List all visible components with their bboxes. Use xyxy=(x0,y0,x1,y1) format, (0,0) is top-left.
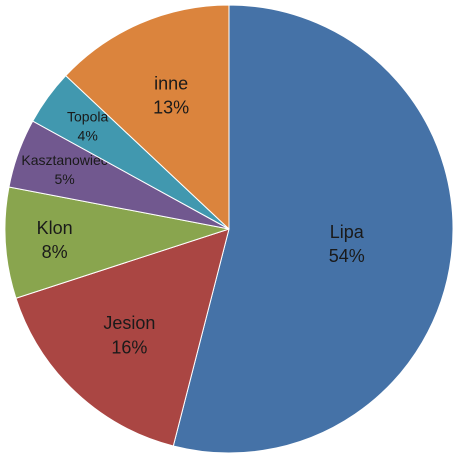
slice-label: Topola xyxy=(67,109,108,125)
slice-label: Kasztanowiec xyxy=(21,152,107,168)
slice-value-label: 13% xyxy=(153,98,189,118)
slice-label: inne xyxy=(154,73,188,93)
slice-value-label: 5% xyxy=(54,171,74,187)
pie-slice xyxy=(4,186,230,299)
pie-slice xyxy=(15,228,230,447)
slice-value-label: 16% xyxy=(111,337,147,357)
slice-label: Lipa xyxy=(330,222,365,242)
pie-slice xyxy=(172,4,454,454)
slice-value-label: 4% xyxy=(78,128,98,144)
slice-label: Klon xyxy=(37,218,73,238)
slice-value-label: 54% xyxy=(329,246,365,266)
slice-value-label: 8% xyxy=(42,242,68,262)
slice-label: Jesion xyxy=(103,313,155,333)
pie-slice xyxy=(65,4,230,231)
